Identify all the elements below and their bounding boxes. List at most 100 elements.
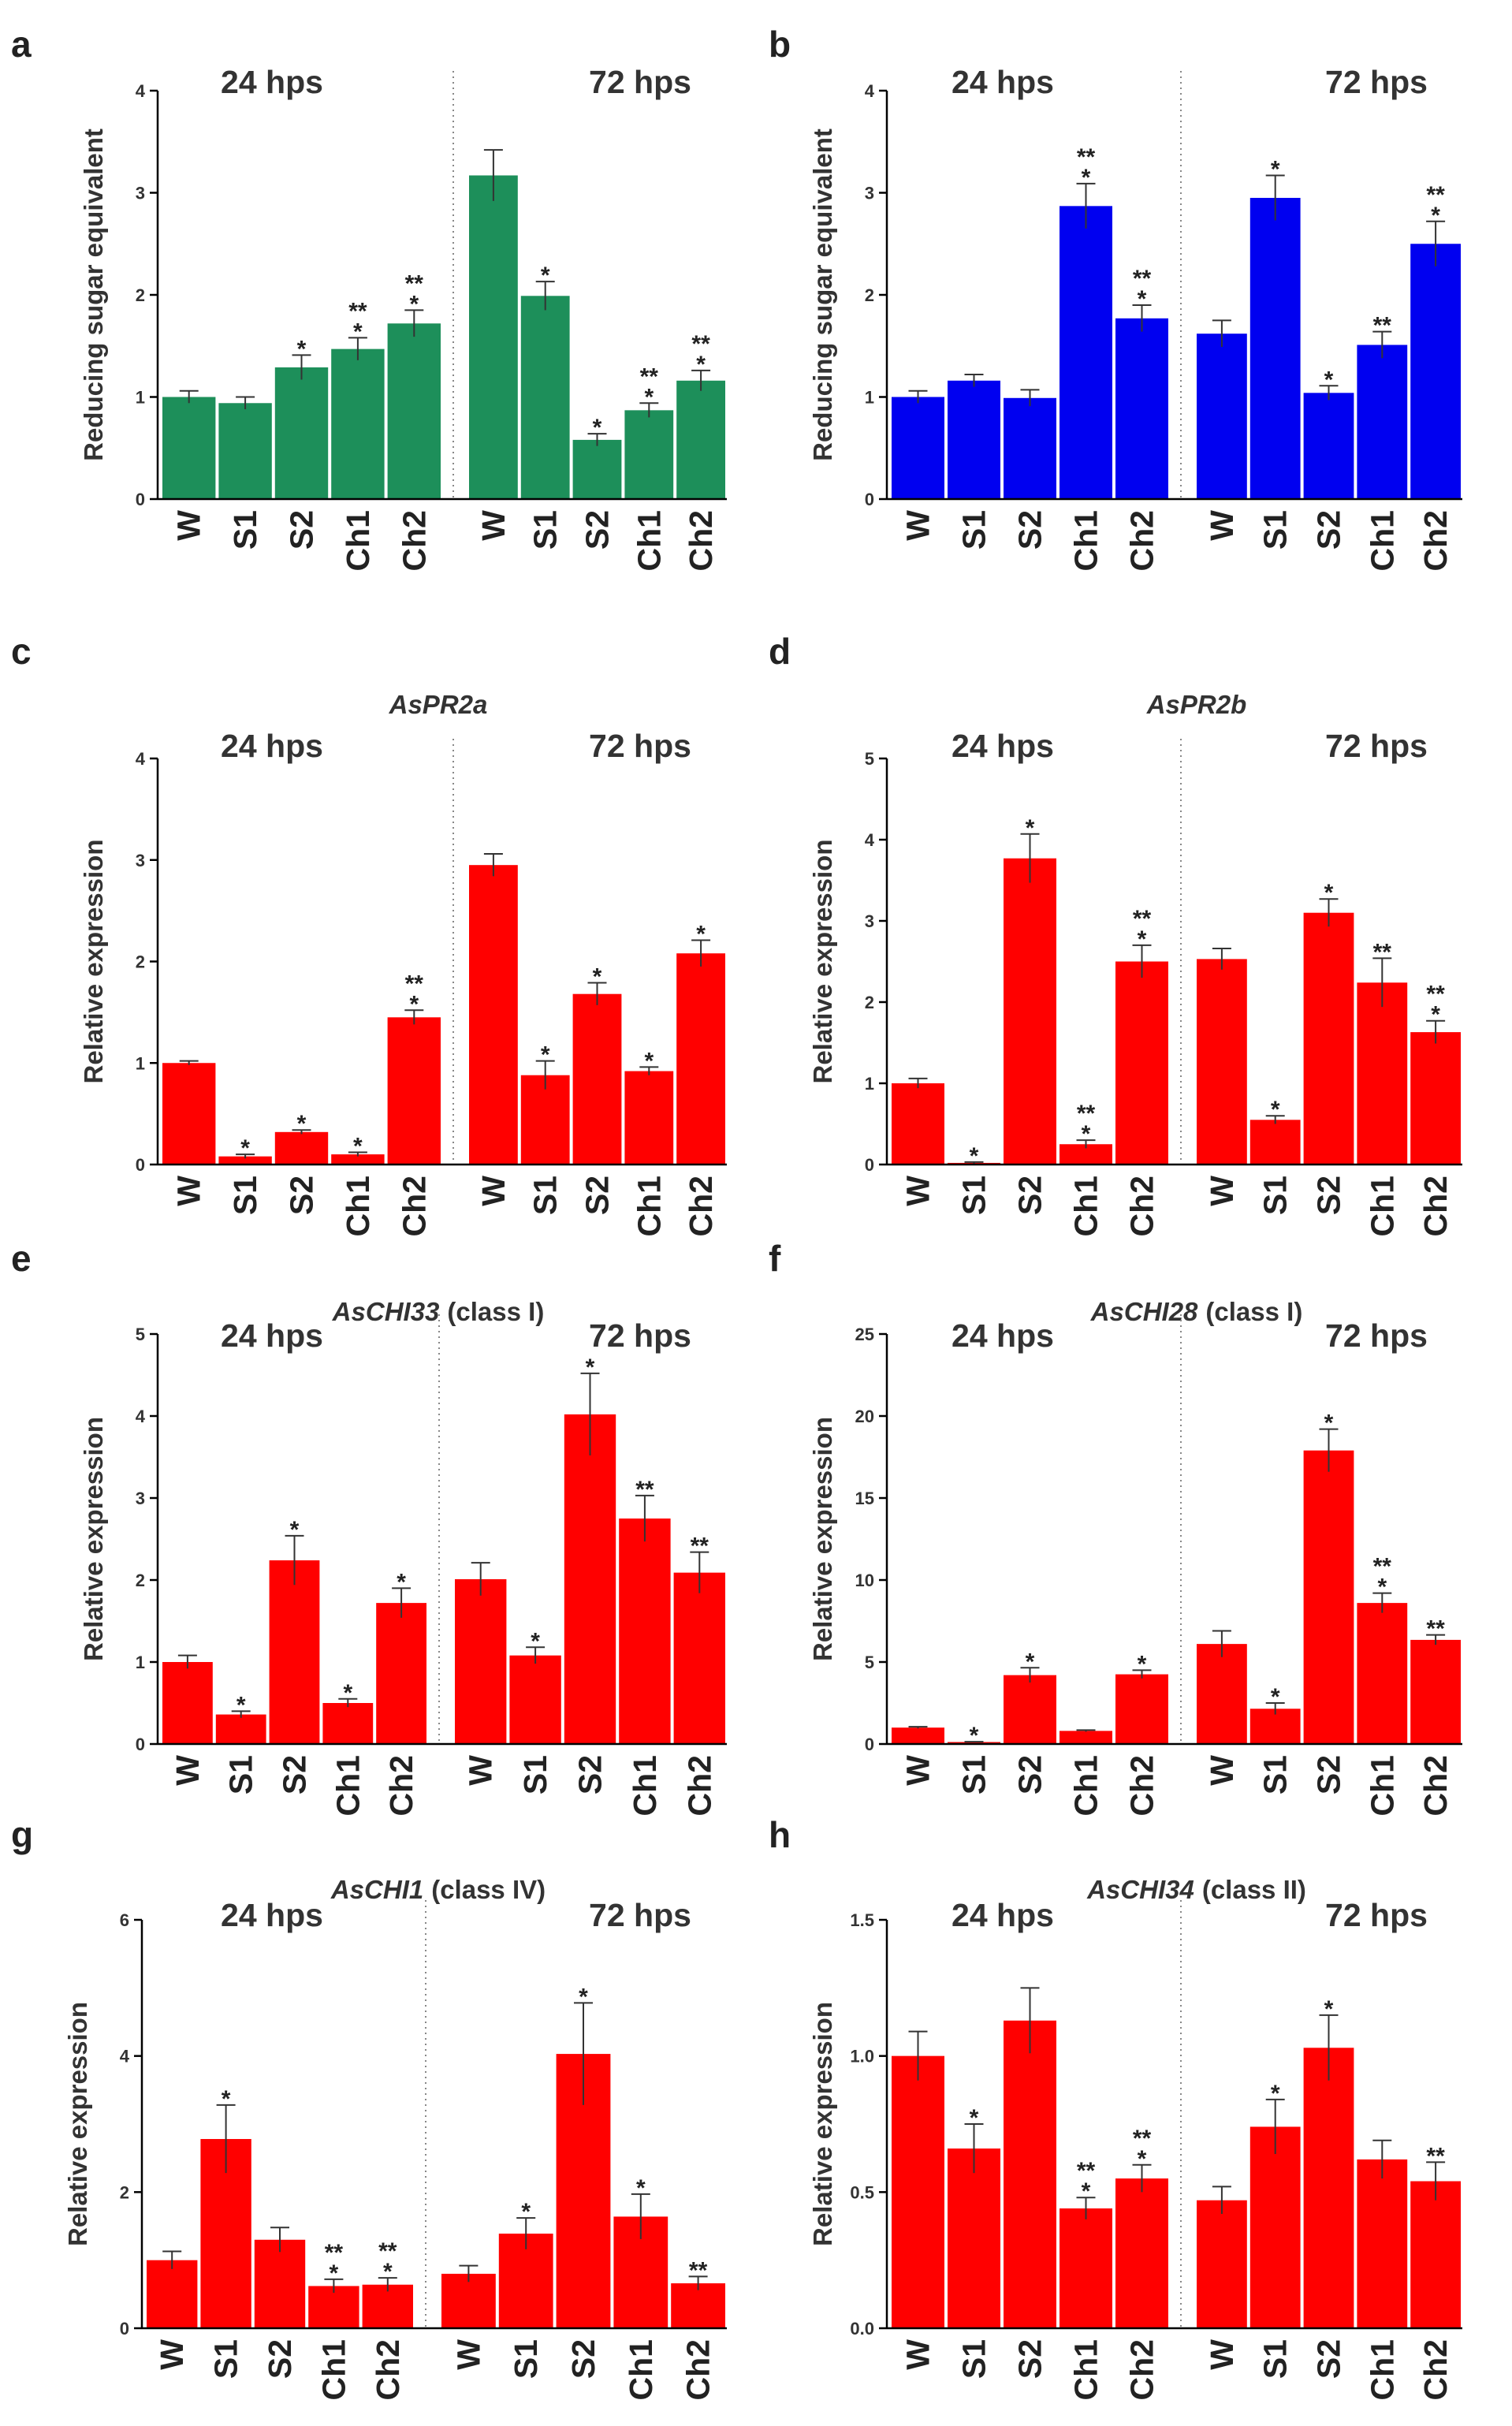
y-tick-label: 1 xyxy=(136,388,145,408)
y-tick-label: 3 xyxy=(865,184,874,203)
significance-mark: ** xyxy=(1077,1101,1096,1127)
x-tick-label: S2 xyxy=(579,1176,616,1215)
bar-ch2 xyxy=(387,323,441,499)
x-tick-label: W xyxy=(900,2339,937,2370)
x-tick-label: Ch2 xyxy=(1124,2339,1160,2400)
bar-ch2 xyxy=(676,953,725,1165)
bar-s2 xyxy=(254,2239,306,2328)
x-tick-label: Ch1 xyxy=(1364,1755,1400,1816)
x-tick-label: Ch1 xyxy=(631,1176,667,1236)
x-tick-label: S2 xyxy=(284,1176,320,1215)
bar-s2 xyxy=(1004,2020,1056,2328)
x-tick-label: Ch2 xyxy=(1124,1176,1160,1236)
bar-s1 xyxy=(215,1714,266,1744)
bar-s2 xyxy=(1303,912,1354,1165)
significance-mark: * xyxy=(644,384,654,410)
time-label: 72 hps xyxy=(589,1897,691,1933)
bar-w xyxy=(441,2273,496,2328)
significance-mark: * xyxy=(586,1355,595,1381)
time-label: 24 hps xyxy=(221,1317,323,1354)
bar-s1 xyxy=(1249,1120,1301,1165)
x-tick-label: S2 xyxy=(1311,1755,1347,1794)
y-tick-label: 2 xyxy=(136,1571,145,1590)
significance-mark: * xyxy=(1026,815,1035,841)
significance-mark: ** xyxy=(1426,982,1445,1008)
y-axis-label: Relative expression xyxy=(63,2002,92,2246)
significance-mark: ** xyxy=(1133,906,1152,932)
x-tick-label: Ch1 xyxy=(315,2339,352,2400)
significance-mark: * xyxy=(970,2105,979,2131)
significance-mark: ** xyxy=(1373,939,1392,965)
x-tick-label: S2 xyxy=(277,1755,313,1794)
gene-name: AsCHI28 xyxy=(1090,1297,1198,1326)
significance-mark: ** xyxy=(1426,1616,1445,1642)
bar-s2 xyxy=(1004,858,1056,1165)
bar-ch1 xyxy=(624,410,674,499)
time-label: 24 hps xyxy=(221,1897,323,1933)
time-label: 72 hps xyxy=(589,1317,691,1354)
x-tick-label: Ch2 xyxy=(1124,1755,1160,1816)
gene-name: AsCHI33 xyxy=(332,1297,440,1326)
x-tick-label: Ch2 xyxy=(370,2339,406,2400)
y-tick-label: 20 xyxy=(855,1407,874,1426)
panel-letter: e xyxy=(11,1238,32,1279)
x-tick-label: S2 xyxy=(1012,510,1048,550)
x-tick-label: S2 xyxy=(284,510,320,550)
y-tick-label: 4 xyxy=(136,81,146,101)
x-tick-label: S1 xyxy=(956,510,992,550)
panel-letter: c xyxy=(11,631,32,672)
y-tick-label: 4 xyxy=(120,2047,130,2066)
y-tick-label: 1 xyxy=(136,1653,145,1672)
x-tick-label: W xyxy=(900,1176,937,1206)
significance-mark: * xyxy=(579,1984,588,2010)
bar-ch2 xyxy=(376,1603,426,1744)
x-tick-label: S1 xyxy=(227,510,263,550)
gene-class: (class I) xyxy=(1205,1297,1302,1326)
bar-ch2 xyxy=(676,380,725,499)
bar-w xyxy=(162,1662,213,1744)
significance-mark: * xyxy=(330,2260,339,2286)
bar-ch1 xyxy=(619,1519,671,1744)
x-tick-label: S1 xyxy=(527,510,564,550)
significance-mark: * xyxy=(297,336,307,362)
y-tick-label: 3 xyxy=(865,911,874,931)
bar-w xyxy=(892,1727,944,1744)
gene-name: AsPR2a xyxy=(389,690,488,719)
x-tick-label: S1 xyxy=(527,1176,564,1215)
bar-w xyxy=(455,1578,507,1744)
y-tick-label: 0 xyxy=(136,490,145,509)
x-tick-label: Ch2 xyxy=(1417,1176,1454,1236)
significance-mark: * xyxy=(1431,203,1440,229)
y-axis-label: Relative expression xyxy=(808,2002,837,2246)
bar-s2 xyxy=(1303,2048,1354,2328)
significance-mark: ** xyxy=(1133,266,1152,292)
x-tick-label: S1 xyxy=(227,1176,263,1215)
x-tick-label: S1 xyxy=(223,1755,259,1794)
y-tick-label: 4 xyxy=(136,749,146,769)
y-tick-label: 0.0 xyxy=(850,2319,874,2338)
y-tick-label: 10 xyxy=(855,1571,874,1590)
x-tick-label: Ch2 xyxy=(1124,510,1160,571)
panel-d: d AsPR2b 24 hps 72 hps 0 1 2 3 4 5 Relative expres… xyxy=(769,631,1462,1236)
significance-mark: ** xyxy=(405,270,424,296)
x-tick-label: S1 xyxy=(517,1755,553,1794)
y-tick-label: 0 xyxy=(865,1735,874,1754)
bar-ch2 xyxy=(1115,961,1168,1165)
significance-mark: ** xyxy=(1077,144,1096,170)
x-tick-label: Ch1 xyxy=(631,510,667,571)
x-tick-label: Ch2 xyxy=(683,510,719,571)
gene-title: AsCHI33 (class I) xyxy=(332,1297,545,1326)
bar-ch2 xyxy=(1115,1674,1168,1744)
y-axis-label: Reducing sugar equivalent xyxy=(808,129,837,461)
bar-s1 xyxy=(498,2233,553,2328)
bar-w xyxy=(1197,334,1247,499)
x-tick-label: Ch1 xyxy=(1068,1755,1104,1816)
panel-letter: a xyxy=(11,24,32,65)
bar-s1 xyxy=(520,1075,570,1165)
x-tick-label: S2 xyxy=(1311,510,1347,550)
bar-ch1 xyxy=(331,1154,385,1165)
x-tick-label: S2 xyxy=(1311,1176,1347,1215)
significance-mark: ** xyxy=(1373,1554,1392,1580)
x-tick-label: Ch1 xyxy=(330,1755,366,1816)
y-tick-label: 3 xyxy=(136,184,145,203)
